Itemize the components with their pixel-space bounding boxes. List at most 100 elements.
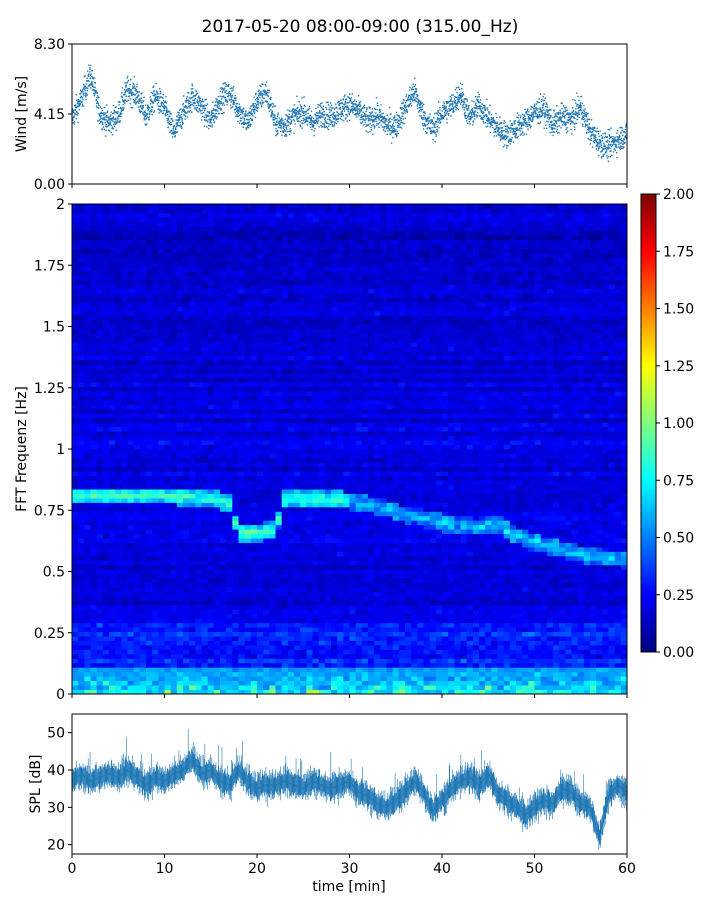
wind-point	[90, 82, 93, 85]
spectrogram-cell	[368, 685, 375, 690]
wind-point	[285, 126, 287, 129]
spectrogram-cell	[121, 622, 128, 628]
spectrogram-cell	[337, 685, 344, 690]
spectrogram-cell	[213, 680, 221, 686]
wind-point	[295, 109, 298, 112]
wind-point	[564, 122, 567, 124]
wind-point	[581, 118, 583, 120]
wind-point	[458, 97, 460, 99]
wind-point	[127, 75, 129, 78]
spectrogram-cell	[528, 627, 535, 633]
wind-point	[229, 99, 231, 101]
wind-point	[172, 127, 175, 130]
wind-point	[290, 131, 292, 133]
spectrogram-cell	[349, 627, 357, 633]
wind-point	[550, 121, 552, 124]
spectrogram-cell	[257, 640, 264, 646]
wind-point	[119, 107, 122, 109]
spectrogram-cell	[152, 676, 159, 682]
spectrogram-cell	[442, 671, 449, 677]
spectrogram-cell	[442, 667, 449, 673]
spectrogram-cell	[540, 685, 548, 690]
wind-point	[255, 109, 257, 112]
spectrogram-cell	[417, 645, 424, 650]
spectrogram-cell	[460, 640, 468, 646]
spectrogram-cell	[232, 622, 239, 628]
wind-point	[84, 92, 86, 94]
wind-point	[175, 119, 177, 121]
wind-point	[359, 103, 361, 105]
spectrogram-cell	[170, 658, 178, 664]
wind-point	[442, 117, 445, 120]
wind-point	[557, 132, 559, 134]
spectrogram-cell	[109, 676, 116, 682]
spectrogram-cell	[411, 680, 418, 686]
spectrogram-cell	[306, 680, 313, 686]
spectrogram-cell	[528, 653, 535, 659]
wind-point	[142, 108, 144, 110]
wind-point	[319, 105, 322, 108]
wind-point	[500, 130, 502, 133]
wind-point	[262, 89, 265, 92]
spectrogram-cell	[522, 662, 529, 668]
wind-point	[598, 143, 600, 145]
wind-point	[374, 117, 377, 119]
spectrogram-cell	[281, 640, 289, 646]
wind-point	[262, 101, 265, 103]
spectrogram-cell	[84, 671, 91, 677]
spectrogram-cell	[220, 631, 227, 637]
wind-point	[520, 115, 522, 117]
wind-point	[569, 120, 571, 122]
spectrogram-cell	[127, 658, 135, 664]
wind-point	[368, 118, 371, 120]
wind-point	[499, 134, 501, 136]
wind-point	[343, 95, 346, 98]
spectrogram-cell	[596, 640, 603, 646]
wind-point	[578, 99, 580, 101]
wind-point	[460, 93, 462, 95]
wind-point	[362, 111, 364, 114]
spectrogram-cell	[355, 631, 363, 637]
wind-point	[376, 113, 379, 116]
wind-point	[476, 115, 479, 117]
wind-point	[569, 113, 572, 116]
spectrogram-cell	[361, 689, 369, 695]
spectrogram-cell	[491, 627, 498, 633]
spectrogram-cell	[250, 689, 258, 695]
wind-point	[142, 104, 145, 107]
spectrogram-cell	[509, 685, 517, 690]
wind-point	[590, 135, 592, 137]
spectrogram-cell	[176, 640, 184, 646]
spectrogram-cell	[300, 631, 307, 637]
wind-point	[622, 140, 624, 142]
wind-point	[315, 111, 318, 114]
spectrogram-cell	[466, 662, 474, 668]
spectrogram-cell	[170, 667, 178, 673]
wind-point	[555, 130, 558, 132]
wind-point	[163, 109, 166, 112]
wind-point	[418, 111, 420, 113]
spectrogram-cell	[460, 689, 468, 695]
spectrogram-cell	[565, 676, 572, 682]
wind-point	[364, 122, 367, 124]
wind-point	[623, 142, 626, 145]
spectrogram-cell	[90, 645, 98, 650]
wind-point	[473, 112, 476, 114]
spectrogram-cell	[608, 676, 616, 682]
spectrogram-cell	[583, 662, 591, 668]
wind-point	[190, 92, 193, 94]
wind-point	[467, 107, 470, 109]
spectrogram-cell	[509, 653, 517, 659]
wind-point	[133, 87, 136, 89]
spectrogram-cell	[306, 636, 313, 641]
wind-point	[145, 118, 147, 120]
wind-point	[365, 114, 367, 116]
spectrogram-cell	[238, 676, 246, 682]
wind-point	[495, 112, 497, 115]
wind-point	[229, 95, 232, 97]
wind-point	[73, 123, 76, 125]
spectrogram-cell	[220, 689, 227, 695]
spectrogram-cell	[324, 662, 332, 668]
wind-point	[298, 100, 300, 103]
wind-point	[479, 108, 482, 111]
